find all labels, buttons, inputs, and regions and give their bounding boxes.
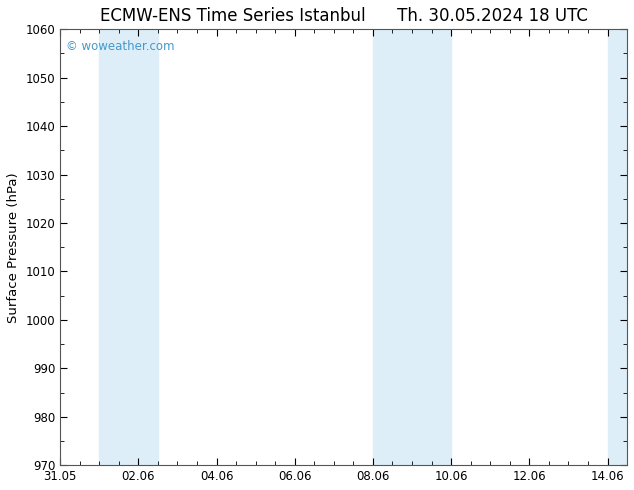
Bar bbox=[138, 29, 158, 465]
Bar bbox=[373, 29, 412, 465]
Bar bbox=[99, 29, 138, 465]
Title: ECMW-ENS Time Series Istanbul      Th. 30.05.2024 18 UTC: ECMW-ENS Time Series Istanbul Th. 30.05.… bbox=[100, 7, 588, 25]
Y-axis label: Surface Pressure (hPa): Surface Pressure (hPa) bbox=[7, 172, 20, 322]
Bar bbox=[607, 29, 627, 465]
Text: © woweather.com: © woweather.com bbox=[66, 40, 174, 53]
Bar bbox=[412, 29, 451, 465]
